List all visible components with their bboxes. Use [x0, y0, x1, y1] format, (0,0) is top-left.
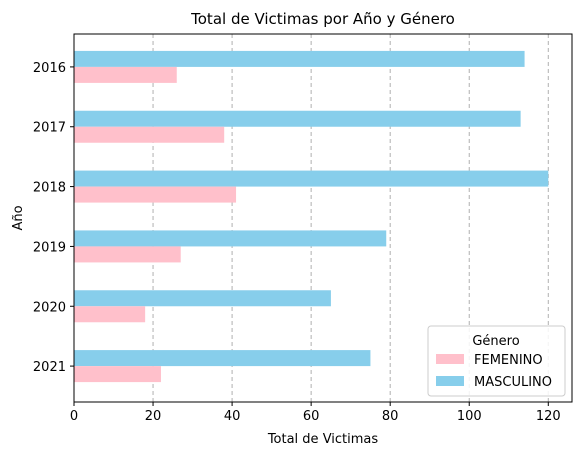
- chart-title: Total de Victimas por Año y Género: [190, 10, 455, 28]
- x-tick-label: 0: [70, 409, 78, 424]
- legend-swatch-masculino: [436, 376, 464, 386]
- bar-masculino-2017: [74, 110, 521, 127]
- bars: [74, 50, 549, 383]
- y-tick-label: 2016: [33, 61, 66, 76]
- y-axis-label: Año: [11, 205, 26, 230]
- x-tick-label: 120: [536, 409, 561, 424]
- bar-femenino-2016: [74, 66, 177, 83]
- y-ticks: 2016 2017 2018 2019 2020 2021: [33, 61, 74, 375]
- bar-femenino-2020: [74, 306, 146, 323]
- bar-femenino-2018: [74, 186, 237, 203]
- y-tick-label: 2017: [33, 121, 66, 136]
- plot-frame: [73, 33, 573, 403]
- x-tick-label: 80: [382, 409, 399, 424]
- y-tick-label: 2018: [33, 181, 66, 196]
- y-tick-label: 2021: [33, 360, 66, 375]
- legend-label-femenino: FEMENINO: [474, 353, 543, 368]
- x-tick-label: 100: [457, 409, 482, 424]
- bar-masculino-2018: [74, 170, 549, 187]
- legend-swatch-femenino: [436, 354, 464, 364]
- y-tick-label: 2019: [33, 240, 66, 255]
- bar-masculino-2019: [74, 230, 387, 247]
- bar-masculino-2020: [74, 290, 331, 307]
- legend-label-masculino: MASCULINO: [474, 375, 552, 390]
- x-ticks: 0 20 40 60 80 100 120: [70, 402, 561, 424]
- bar-femenino-2021: [74, 366, 161, 383]
- bar-masculino-2016: [74, 50, 525, 67]
- legend-title: Género: [472, 334, 519, 349]
- x-axis-label: Total de Victimas: [267, 432, 379, 447]
- bar-femenino-2019: [74, 246, 181, 263]
- legend: Género FEMENINO MASCULINO: [427, 325, 566, 397]
- x-tick-label: 60: [303, 409, 320, 424]
- x-tick-label: 40: [224, 409, 241, 424]
- y-tick-label: 2020: [33, 300, 66, 315]
- grid: [152, 34, 549, 402]
- x-tick-label: 20: [145, 409, 162, 424]
- bar-femenino-2017: [74, 126, 225, 143]
- bar-masculino-2021: [74, 350, 371, 367]
